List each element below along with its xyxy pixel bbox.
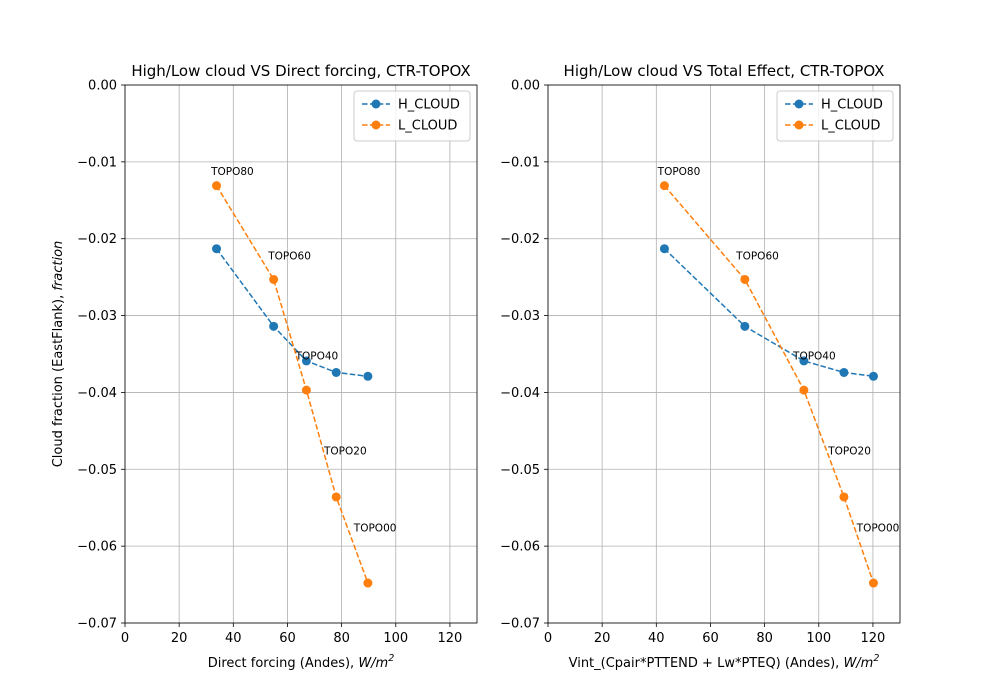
data-point-h-cloud [659,244,669,254]
y-tick-label: −0.02 [500,232,540,247]
data-point-l-cloud [659,181,669,191]
point-annotation: TOPO20 [323,446,367,458]
y-tick-label: −0.07 [500,617,540,632]
data-point-h-cloud [331,367,341,377]
y-tick-label: −0.07 [77,617,117,632]
y-tick-label: 0.00 [88,79,117,94]
x-tick-label: 40 [648,631,665,646]
legend-marker-l-cloud [794,120,804,130]
point-annotation: TOPO40 [295,350,339,362]
x-axis-label-unit: W/m [358,656,388,671]
data-point-l-cloud [269,274,279,284]
y-axis-label-text: Cloud fraction (EastFlank), [51,291,66,468]
data-point-l-cloud [363,578,373,588]
data-point-l-cloud [799,385,809,395]
data-point-h-cloud [839,367,849,377]
plot-frame [124,84,478,624]
x-tick-label: 100 [383,631,408,646]
legend-label-l-cloud: L_CLOUD [821,119,880,134]
x-axis-label: Direct forcing (Andes), W/m2 [208,653,395,671]
x-tick-label: 100 [806,631,831,646]
x-tick-label: 0 [544,631,552,646]
data-point-h-cloud [212,244,222,254]
data-point-h-cloud [740,321,750,331]
y-tick-label: −0.01 [77,155,117,170]
data-point-h-cloud [269,321,279,331]
y-tick-label: −0.05 [77,463,117,478]
y-axis-label-unit: fraction [51,241,66,291]
point-annotation: TOPO20 [827,446,871,458]
x-tick-label: 60 [279,631,296,646]
x-tick-label: 80 [756,631,773,646]
data-point-h-cloud [363,371,373,381]
y-tick-label: −0.03 [500,309,540,324]
legend-marker-h-cloud [794,99,804,109]
legend-label-l-cloud: L_CLOUD [398,119,457,134]
legend-label-h-cloud: H_CLOUD [398,98,460,113]
data-point-l-cloud [212,181,222,191]
chart-panel-1: 0 20 40 60 80 100 120 0.00 −0.01 −0.02 −0.03 −0.04 −… [51,62,478,671]
chart-panel-2: 0 20 40 60 80 100 120 0.00 −0.01 −0.02 −0.03 −0.04 −… [500,62,901,671]
x-axis-label-unit: W/m [843,656,873,671]
point-annotation: TOPO40 [792,350,836,362]
x-axis-label-exponent: 2 [388,653,394,664]
series-line-h-cloud [663,248,874,378]
point-annotation: TOPO00 [353,523,397,535]
data-point-h-cloud [799,356,809,366]
x-tick-label: 20 [594,631,611,646]
data-point-l-cloud [740,274,750,284]
y-tick-label: 0.00 [511,79,540,94]
point-annotation: TOPO80 [210,166,254,178]
legend-marker-h-cloud [371,99,381,109]
x-tick-label: 120 [861,631,886,646]
y-tick-label: −0.06 [77,540,117,555]
x-axis-label-text: Vint_(Cpair*PTTEND + Lw*PTEQ) (Andes), [569,656,844,671]
y-tick-label: −0.03 [77,309,117,324]
legend: H_CLOUD L_CLOUD [776,90,894,142]
legend-marker-l-cloud [371,120,381,130]
data-point-h-cloud [301,356,311,366]
x-tick-label: 120 [438,631,463,646]
x-tick-label: 40 [225,631,242,646]
legend-label-h-cloud: H_CLOUD [821,98,883,113]
data-point-h-cloud [868,371,878,381]
data-point-l-cloud [839,492,849,502]
x-axis-label-exponent: 2 [873,653,879,664]
data-point-l-cloud [301,385,311,395]
data-point-l-cloud [331,492,341,502]
x-tick-label: 80 [333,631,350,646]
y-axis-label: Cloud fraction (EastFlank), fraction [51,241,66,468]
y-tick-label: −0.05 [500,463,540,478]
y-tick-label: −0.02 [77,232,117,247]
point-annotation: TOPO60 [267,250,311,262]
point-annotation: TOPO80 [657,166,701,178]
x-tick-label: 0 [121,631,129,646]
point-annotation: TOPO60 [735,250,779,262]
data-point-l-cloud [868,578,878,588]
y-tick-label: −0.06 [500,540,540,555]
legend: H_CLOUD L_CLOUD [353,90,471,142]
y-tick-label: −0.01 [500,155,540,170]
x-tick-label: 60 [702,631,719,646]
chart-title: High/Low cloud VS Total Effect, CTR-TOPO… [564,62,885,80]
plot-frame [547,84,901,624]
x-axis-label-text: Direct forcing (Andes), [208,656,359,671]
x-tick-label: 20 [171,631,188,646]
y-tick-label: −0.04 [77,386,117,401]
point-annotation: TOPO00 [856,523,900,535]
x-axis-label: Vint_(Cpair*PTTEND + Lw*PTEQ) (Andes), W… [569,653,880,671]
y-tick-label: −0.04 [500,386,540,401]
chart-title: High/Low cloud VS Direct forcing, CTR-TO… [131,62,470,80]
